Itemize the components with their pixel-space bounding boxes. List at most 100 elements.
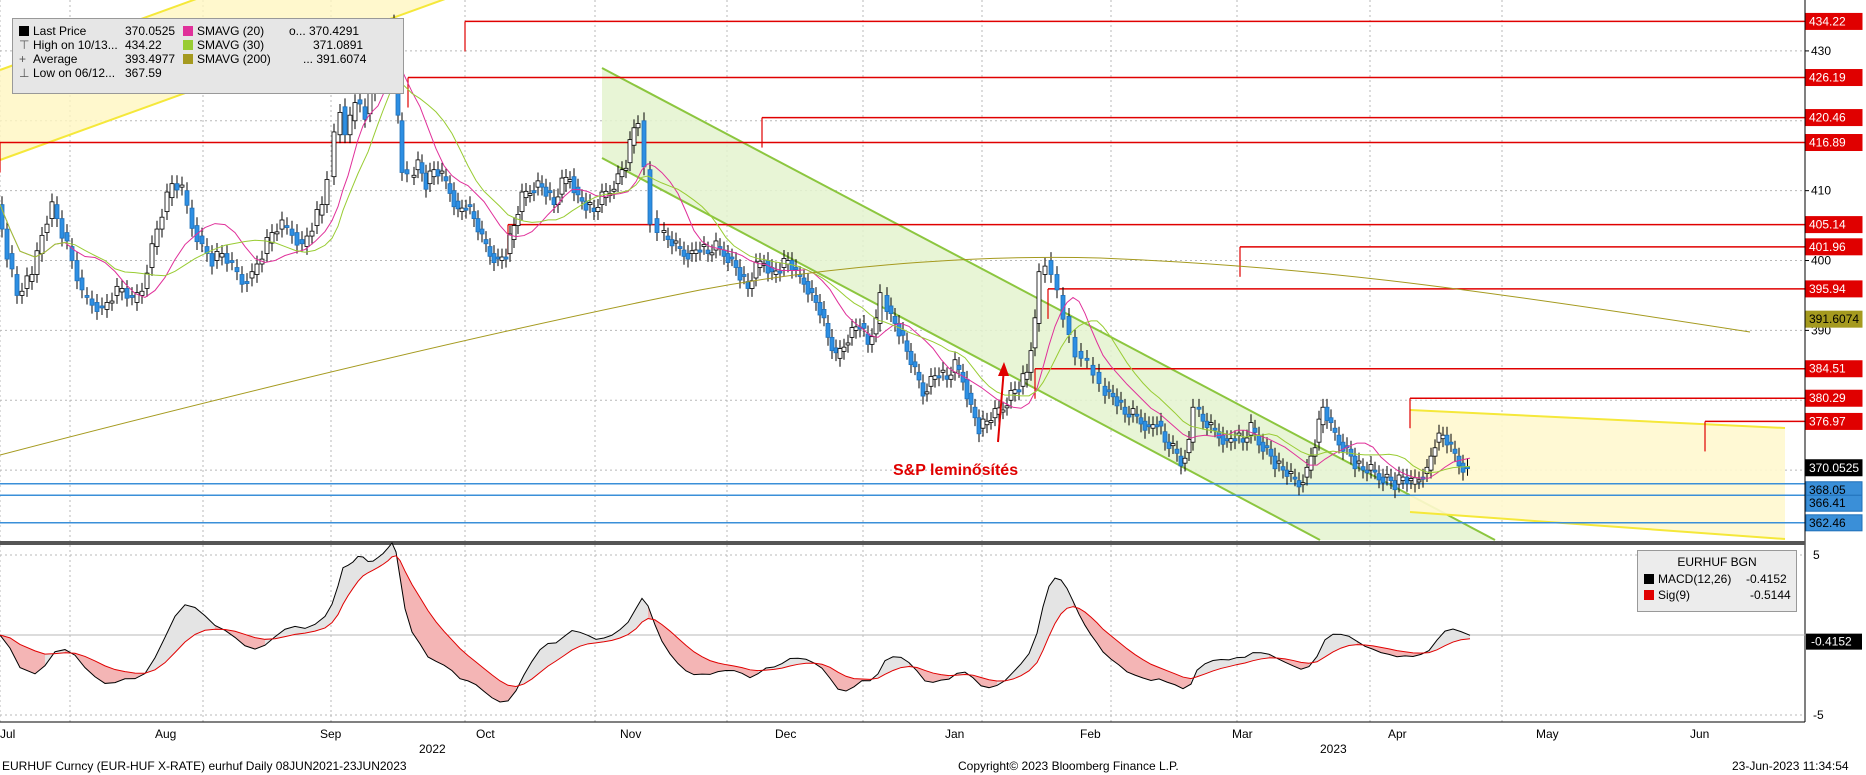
candle-body [1126,413,1132,418]
macd-value-tag [1806,633,1862,650]
candle-body [539,183,545,188]
candle-body [1232,438,1238,442]
candle-body [1078,350,1084,359]
candle-body [1146,424,1152,428]
candle-body [948,374,954,380]
candle-body [849,327,855,338]
candle-body [928,376,934,387]
candle-body [447,183,453,194]
candle-body [773,270,779,275]
macd-fill [1151,664,1159,681]
candle-body [737,267,743,281]
candle-body [419,162,425,174]
macd-fill [628,608,636,635]
candle-body [44,223,50,233]
candle-body [114,285,120,296]
price-tag-label: 401.96 [1809,240,1846,254]
candle-body [599,191,605,206]
macd-fill [742,667,750,678]
macd-fill [348,562,353,596]
candle-body [1396,474,1402,485]
price-tag-label: 376.97 [1809,414,1846,428]
candle-body [239,274,245,285]
candle-body [567,179,573,182]
candle-body [49,201,55,219]
candle-body [1440,434,1446,440]
macd-fill [255,637,265,650]
candle-body [24,275,30,289]
candle-body [357,99,363,105]
macd-fill [245,634,255,650]
macd-fill [750,669,758,678]
candle-body [1054,274,1060,291]
legend-sma20: SMAVG (20) [183,23,264,39]
macd-fill [500,680,508,703]
macd-fill [1245,652,1253,663]
price-tag-label: 368.05 [1809,483,1846,497]
macd-fill [790,658,798,667]
candle-body [920,382,926,397]
candle-body [294,232,300,246]
macd-fill [358,556,363,582]
macd-fill [1397,650,1405,657]
macd-fill [363,556,368,576]
candle-body [647,169,653,225]
candle-body [673,240,679,244]
macd-fill [572,630,580,651]
candle-body [932,375,938,380]
macd-fill [1237,657,1245,665]
macd-legend-title: EURHUF BGN [1677,555,1757,569]
candle-body [631,127,637,146]
descending-channel-lower [601,157,1321,541]
candle-body [741,274,747,277]
macd-fill [532,649,540,679]
candle-body [1162,431,1168,443]
candle-body [269,232,275,244]
candle-body [451,190,457,208]
signal-legend-row: Sig(9) [1644,587,1690,603]
macd-fill [782,658,790,669]
candle-body [873,317,879,335]
macd-fill [1021,653,1029,676]
candle-body [1268,448,1274,457]
candle-body [1114,396,1120,407]
price-tag-label: 362.46 [1809,516,1846,530]
candle-body [69,246,75,261]
macd-fill [1293,660,1301,670]
x-month-label: Nov [620,727,641,741]
candle-body [697,249,703,253]
price-tag-label: 395.94 [1809,282,1846,296]
macd-fill [175,604,185,653]
candle-body [1296,480,1302,488]
candle-body [1316,418,1322,443]
price-tag-label: 426.19 [1809,71,1846,85]
candle-body [427,170,433,185]
candle-body [635,123,641,129]
candle-body [1460,462,1466,473]
legend-high: ⊤ High on 10/13... [19,38,118,52]
candle-body [615,173,621,185]
candle-body [713,240,719,251]
candle-body [1042,265,1048,275]
price-tag-label: 405.14 [1809,218,1846,232]
candle-body [765,260,771,274]
candle-body [54,204,60,219]
wedge-upper [1409,409,1786,429]
macd-fill [105,665,115,684]
candle-body [1174,448,1180,454]
candle-body [1130,408,1136,415]
candle-body [829,336,835,352]
x-month-label: Mar [1232,727,1253,741]
candle-body [1084,357,1090,361]
high-marker-icon: ⊤ [19,38,30,52]
candle-body [179,184,185,188]
candle-body [499,256,505,261]
macd-fill [305,624,315,634]
macd-fill [678,638,686,671]
candle-body [677,246,683,249]
candle-body [1224,438,1230,442]
macd-fill [1317,639,1325,662]
macd-fill [1285,658,1293,666]
candle-body [337,111,343,136]
